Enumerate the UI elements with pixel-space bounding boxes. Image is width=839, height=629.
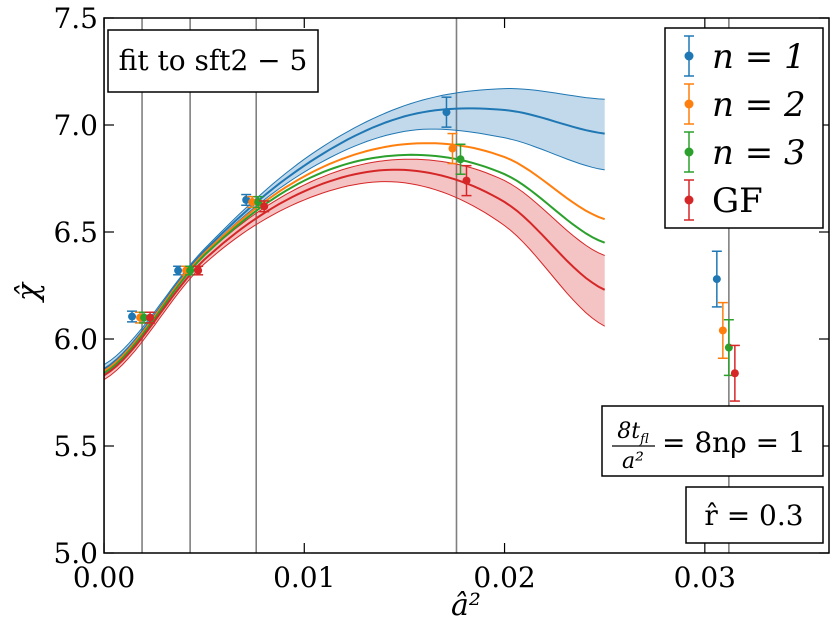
legend-entry: n = 1 — [684, 35, 806, 77]
r-label: r̂ = 0.3 — [704, 499, 803, 532]
fit-band-edge — [104, 181, 605, 381]
legend — [664, 27, 824, 229]
point-marker — [456, 155, 465, 164]
x-axis-title: â² — [451, 588, 481, 623]
point-marker — [260, 202, 269, 211]
data-point — [729, 344, 740, 402]
legend-marker — [684, 99, 694, 109]
point-marker — [712, 275, 721, 284]
legend-label: n = 1 — [712, 37, 806, 77]
data-point — [447, 132, 458, 165]
r-label-box — [685, 486, 824, 544]
fit-band — [104, 88, 605, 374]
point-marker — [186, 266, 195, 275]
legend-entries: n = 1 n = 2 n = 3 GF — [684, 35, 806, 221]
condition-numerator: 8tfl — [617, 419, 649, 447]
x-tick-label: 0.02 — [473, 561, 535, 594]
point-marker — [442, 108, 451, 117]
data-point — [259, 200, 270, 213]
legend-label: n = 3 — [712, 133, 806, 173]
data-point — [455, 143, 466, 175]
data-point — [711, 250, 722, 308]
data-points — [127, 96, 740, 402]
x-tick-label: 0.03 — [674, 561, 736, 594]
point-marker — [194, 266, 203, 275]
legend-marker — [684, 51, 694, 61]
x-tick-label: 0.01 — [273, 561, 335, 594]
fit-label: fit to sft2 − 5 — [119, 44, 308, 77]
condition-rhs: = 8nρ = 1 — [662, 426, 806, 459]
point-marker — [128, 312, 137, 321]
data-point — [127, 310, 138, 323]
y-tick-label: 5.5 — [53, 430, 98, 463]
legend-entry: n = 3 — [684, 131, 806, 173]
data-point — [185, 265, 196, 276]
point-marker — [140, 313, 149, 322]
data-point — [461, 164, 472, 197]
data-point — [241, 193, 252, 206]
y-axis-title: χ̂ — [11, 281, 46, 303]
point-marker — [254, 198, 263, 207]
data-point — [145, 311, 156, 324]
plot-frame — [103, 17, 830, 554]
condition-numerator-subscript: fl — [639, 432, 649, 447]
point-marker — [174, 266, 183, 275]
point-marker — [146, 313, 155, 322]
condition-numerator-base: 8t — [617, 419, 640, 444]
legend-label: n = 2 — [712, 85, 806, 125]
point-marker — [718, 326, 727, 335]
legend-marker — [684, 147, 694, 157]
fit-curve — [104, 168, 606, 377]
legend-entry: GF — [684, 179, 763, 221]
data-point — [441, 96, 452, 128]
point-marker — [242, 195, 251, 204]
legend-entry: n = 2 — [684, 83, 806, 125]
y-tick-label: 7.5 — [53, 2, 98, 35]
legend-marker — [684, 195, 694, 205]
data-point — [193, 265, 204, 276]
y-axis-ticks: 5.0 5.5 6.0 6.5 7.0 7.5 — [53, 2, 829, 570]
y-tick-label: 7.0 — [53, 109, 98, 142]
y-tick-label: 5.0 — [53, 537, 98, 570]
fit-label-box — [107, 29, 319, 93]
point-marker — [730, 369, 739, 378]
condition-box — [601, 405, 824, 477]
x-tick-label: 0.00 — [73, 561, 135, 594]
vertical-reference-lines — [104, 18, 730, 553]
point-marker — [248, 198, 257, 207]
point-marker — [448, 144, 457, 153]
legend-label: GF — [712, 181, 763, 221]
x-axis-ticks: 0.00 0.01 0.02 0.03 — [73, 18, 736, 594]
y-tick-label: 6.5 — [53, 216, 98, 249]
y-tick-label: 6.0 — [53, 323, 98, 356]
data-point — [717, 301, 728, 360]
condition-denominator: a² — [622, 449, 644, 474]
point-marker — [462, 176, 471, 185]
